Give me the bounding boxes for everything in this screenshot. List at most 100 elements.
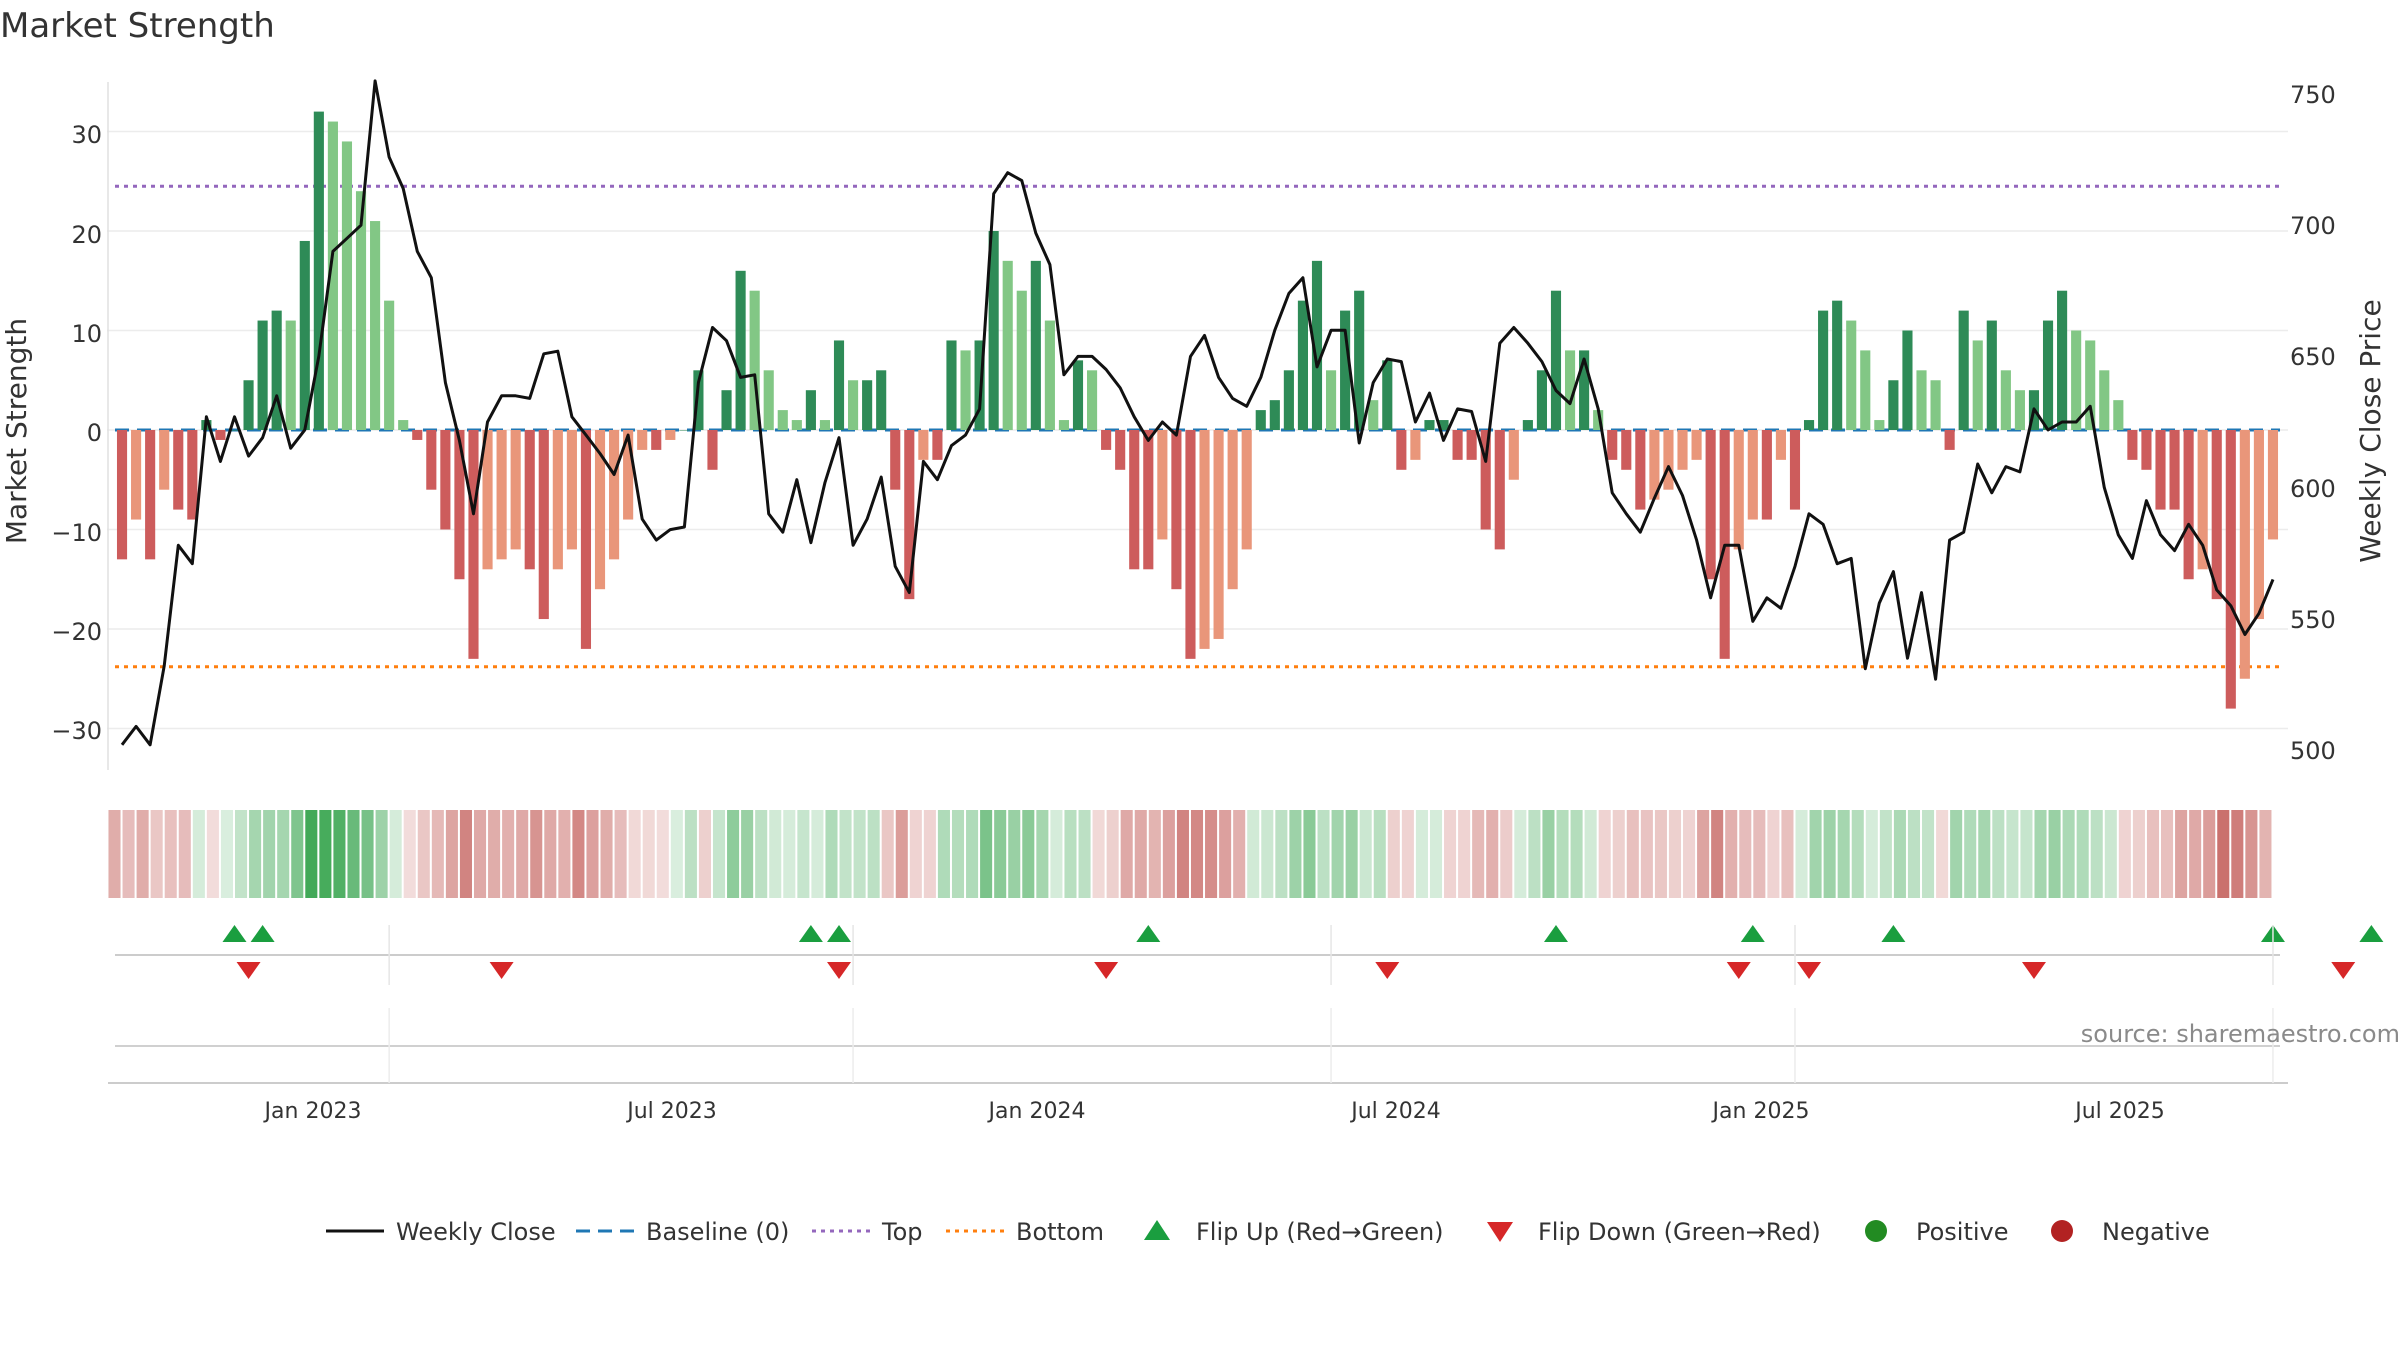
heat-cell <box>1120 810 1133 898</box>
x-axis-tick: Jul 2023 <box>625 1099 717 1124</box>
strength-bar <box>594 430 606 590</box>
heat-cell <box>108 810 121 898</box>
strength-bar <box>552 430 563 570</box>
heat-cell <box>403 810 416 898</box>
heat-cell <box>2146 810 2160 898</box>
strength-bar <box>651 430 662 450</box>
heat-cell <box>1753 810 1766 898</box>
heat-cell <box>1936 810 1949 898</box>
strength-bar <box>749 290 760 430</box>
flip-up-icon <box>1881 925 1906 942</box>
heat-cell <box>1303 810 1316 898</box>
heat-cell <box>1626 810 1639 898</box>
heat-cell <box>572 810 585 898</box>
heat-cell <box>558 810 571 898</box>
strength-bar <box>1579 350 1590 430</box>
legend-negative-label: Negative <box>2102 1218 2210 1246</box>
strength-bar <box>1832 300 1843 430</box>
heat-cell <box>164 810 177 898</box>
heat-cell <box>712 810 726 898</box>
strength-bar <box>341 141 353 430</box>
weekly-close-line <box>120 79 2275 747</box>
flip-down-icon <box>827 962 852 979</box>
strength-bar <box>1410 430 1421 460</box>
strength-bar <box>1705 430 1716 580</box>
strength-bar <box>1522 420 1533 430</box>
strength-bar <box>721 390 732 430</box>
flip-up-icon <box>1543 925 1568 942</box>
heat-cell <box>755 810 768 898</box>
y-axis-right-tick: 550 <box>2290 606 2336 634</box>
strength-bar <box>159 430 170 490</box>
strength-bar <box>496 430 507 560</box>
heat-cell <box>1247 810 1260 898</box>
strength-bar <box>1733 430 1744 550</box>
heat-cell <box>1176 810 1189 898</box>
strength-bar <box>1888 380 1899 430</box>
strength-bar <box>384 300 395 430</box>
heat-cell <box>1514 810 1527 898</box>
heat-cell <box>1978 810 1991 898</box>
y-axis-left-tick: −30 <box>51 717 102 745</box>
y-axis-left-tick: −10 <box>51 519 102 547</box>
strength-bar <box>2169 430 2180 510</box>
strength-bar <box>1916 370 1927 430</box>
strength-bar <box>665 430 676 440</box>
heat-cell <box>1008 810 1021 898</box>
heat-cell <box>319 810 332 898</box>
strength-bar <box>2000 370 2011 430</box>
heat-cell <box>389 810 402 898</box>
heat-cell <box>1795 810 1808 898</box>
strength-bar <box>1902 330 1913 430</box>
strength-bar <box>1030 260 1041 430</box>
heat-cell <box>1500 810 1513 898</box>
strength-bar <box>1494 430 1505 550</box>
x-axis-tick: Jan 2024 <box>987 1099 1086 1124</box>
strength-bar <box>1325 370 1337 430</box>
heat-cell <box>783 810 796 898</box>
heat-cell <box>1205 810 1218 898</box>
strength-bar <box>2127 430 2138 460</box>
strength-bar <box>1761 430 1772 520</box>
strength-bar <box>946 340 957 430</box>
heat-cell <box>670 810 683 898</box>
heat-cell <box>825 810 838 898</box>
y-axis-left-tick: 20 <box>71 221 102 249</box>
heat-cell <box>966 810 979 898</box>
heat-cell <box>178 810 191 898</box>
heat-cell <box>1556 810 1569 898</box>
heat-cell <box>895 810 908 898</box>
strength-bar <box>876 370 887 430</box>
strength-bar <box>2085 340 2096 430</box>
strength-bar <box>271 310 282 430</box>
heat-cell <box>1528 810 1541 898</box>
strength-bar <box>1115 430 1126 470</box>
heat-cell <box>2104 810 2117 898</box>
heat-cell <box>347 810 360 898</box>
heat-cell <box>1429 810 1443 898</box>
strength-bar <box>1143 430 1154 570</box>
heat-cell <box>2090 810 2103 898</box>
strength-bar <box>2113 400 2124 430</box>
strength-bar <box>1438 420 1449 430</box>
heat-cell <box>1683 810 1696 898</box>
heat-cell <box>530 810 543 898</box>
strength-bar <box>777 410 788 430</box>
heat-cell <box>2189 810 2202 898</box>
heat-cell <box>1458 810 1471 898</box>
strength-bar <box>2155 430 2166 510</box>
heat-cell <box>2118 810 2131 898</box>
strength-bar <box>1241 430 1252 550</box>
flip-up-icon <box>222 925 247 942</box>
legend-top-label: Top <box>881 1218 923 1246</box>
strength-bar <box>243 380 254 430</box>
heat-cell <box>1584 810 1597 898</box>
strength-bar <box>215 430 226 440</box>
heat-cell <box>192 810 205 898</box>
heat-cell <box>277 810 290 898</box>
heat-cell <box>361 810 374 898</box>
y-axis-right-tick: 500 <box>2290 737 2336 765</box>
heat-cell <box>1809 810 1822 898</box>
strength-bar <box>2183 430 2194 580</box>
